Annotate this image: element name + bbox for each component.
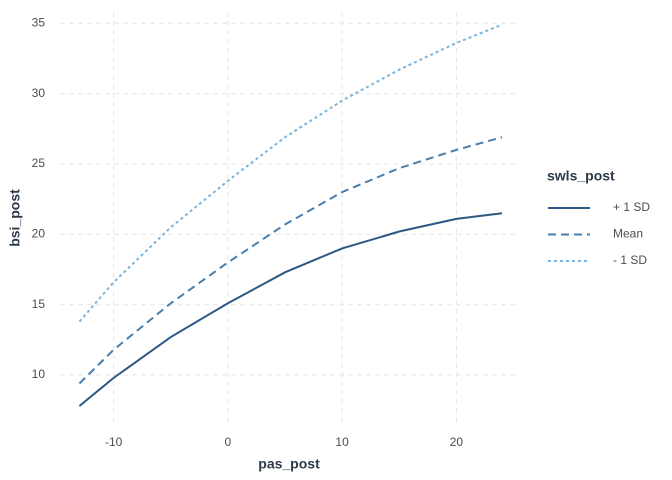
y-axis-title: bsi_post xyxy=(7,189,23,247)
y-tick-label: 15 xyxy=(32,297,46,311)
legend-title: swls_post xyxy=(547,168,615,184)
x-tick-label: 20 xyxy=(450,435,464,449)
legend-label: + 1 SD xyxy=(613,200,650,214)
x-axis-title: pas_post xyxy=(258,456,320,472)
series-line xyxy=(78,212,503,407)
x-tick-label: 10 xyxy=(335,435,349,449)
series-line xyxy=(78,23,503,323)
y-tick-label: 25 xyxy=(32,156,46,170)
x-tick-label: 0 xyxy=(225,435,232,449)
y-tick-label: 30 xyxy=(32,86,46,100)
series-line xyxy=(78,136,503,385)
legend-label: - 1 SD xyxy=(613,253,647,267)
x-tick-label: -10 xyxy=(105,435,123,449)
legend-label: Mean xyxy=(613,227,643,241)
y-tick-label: 35 xyxy=(32,15,46,29)
y-tick-label: 10 xyxy=(32,367,46,381)
y-tick-label: 20 xyxy=(32,227,46,241)
